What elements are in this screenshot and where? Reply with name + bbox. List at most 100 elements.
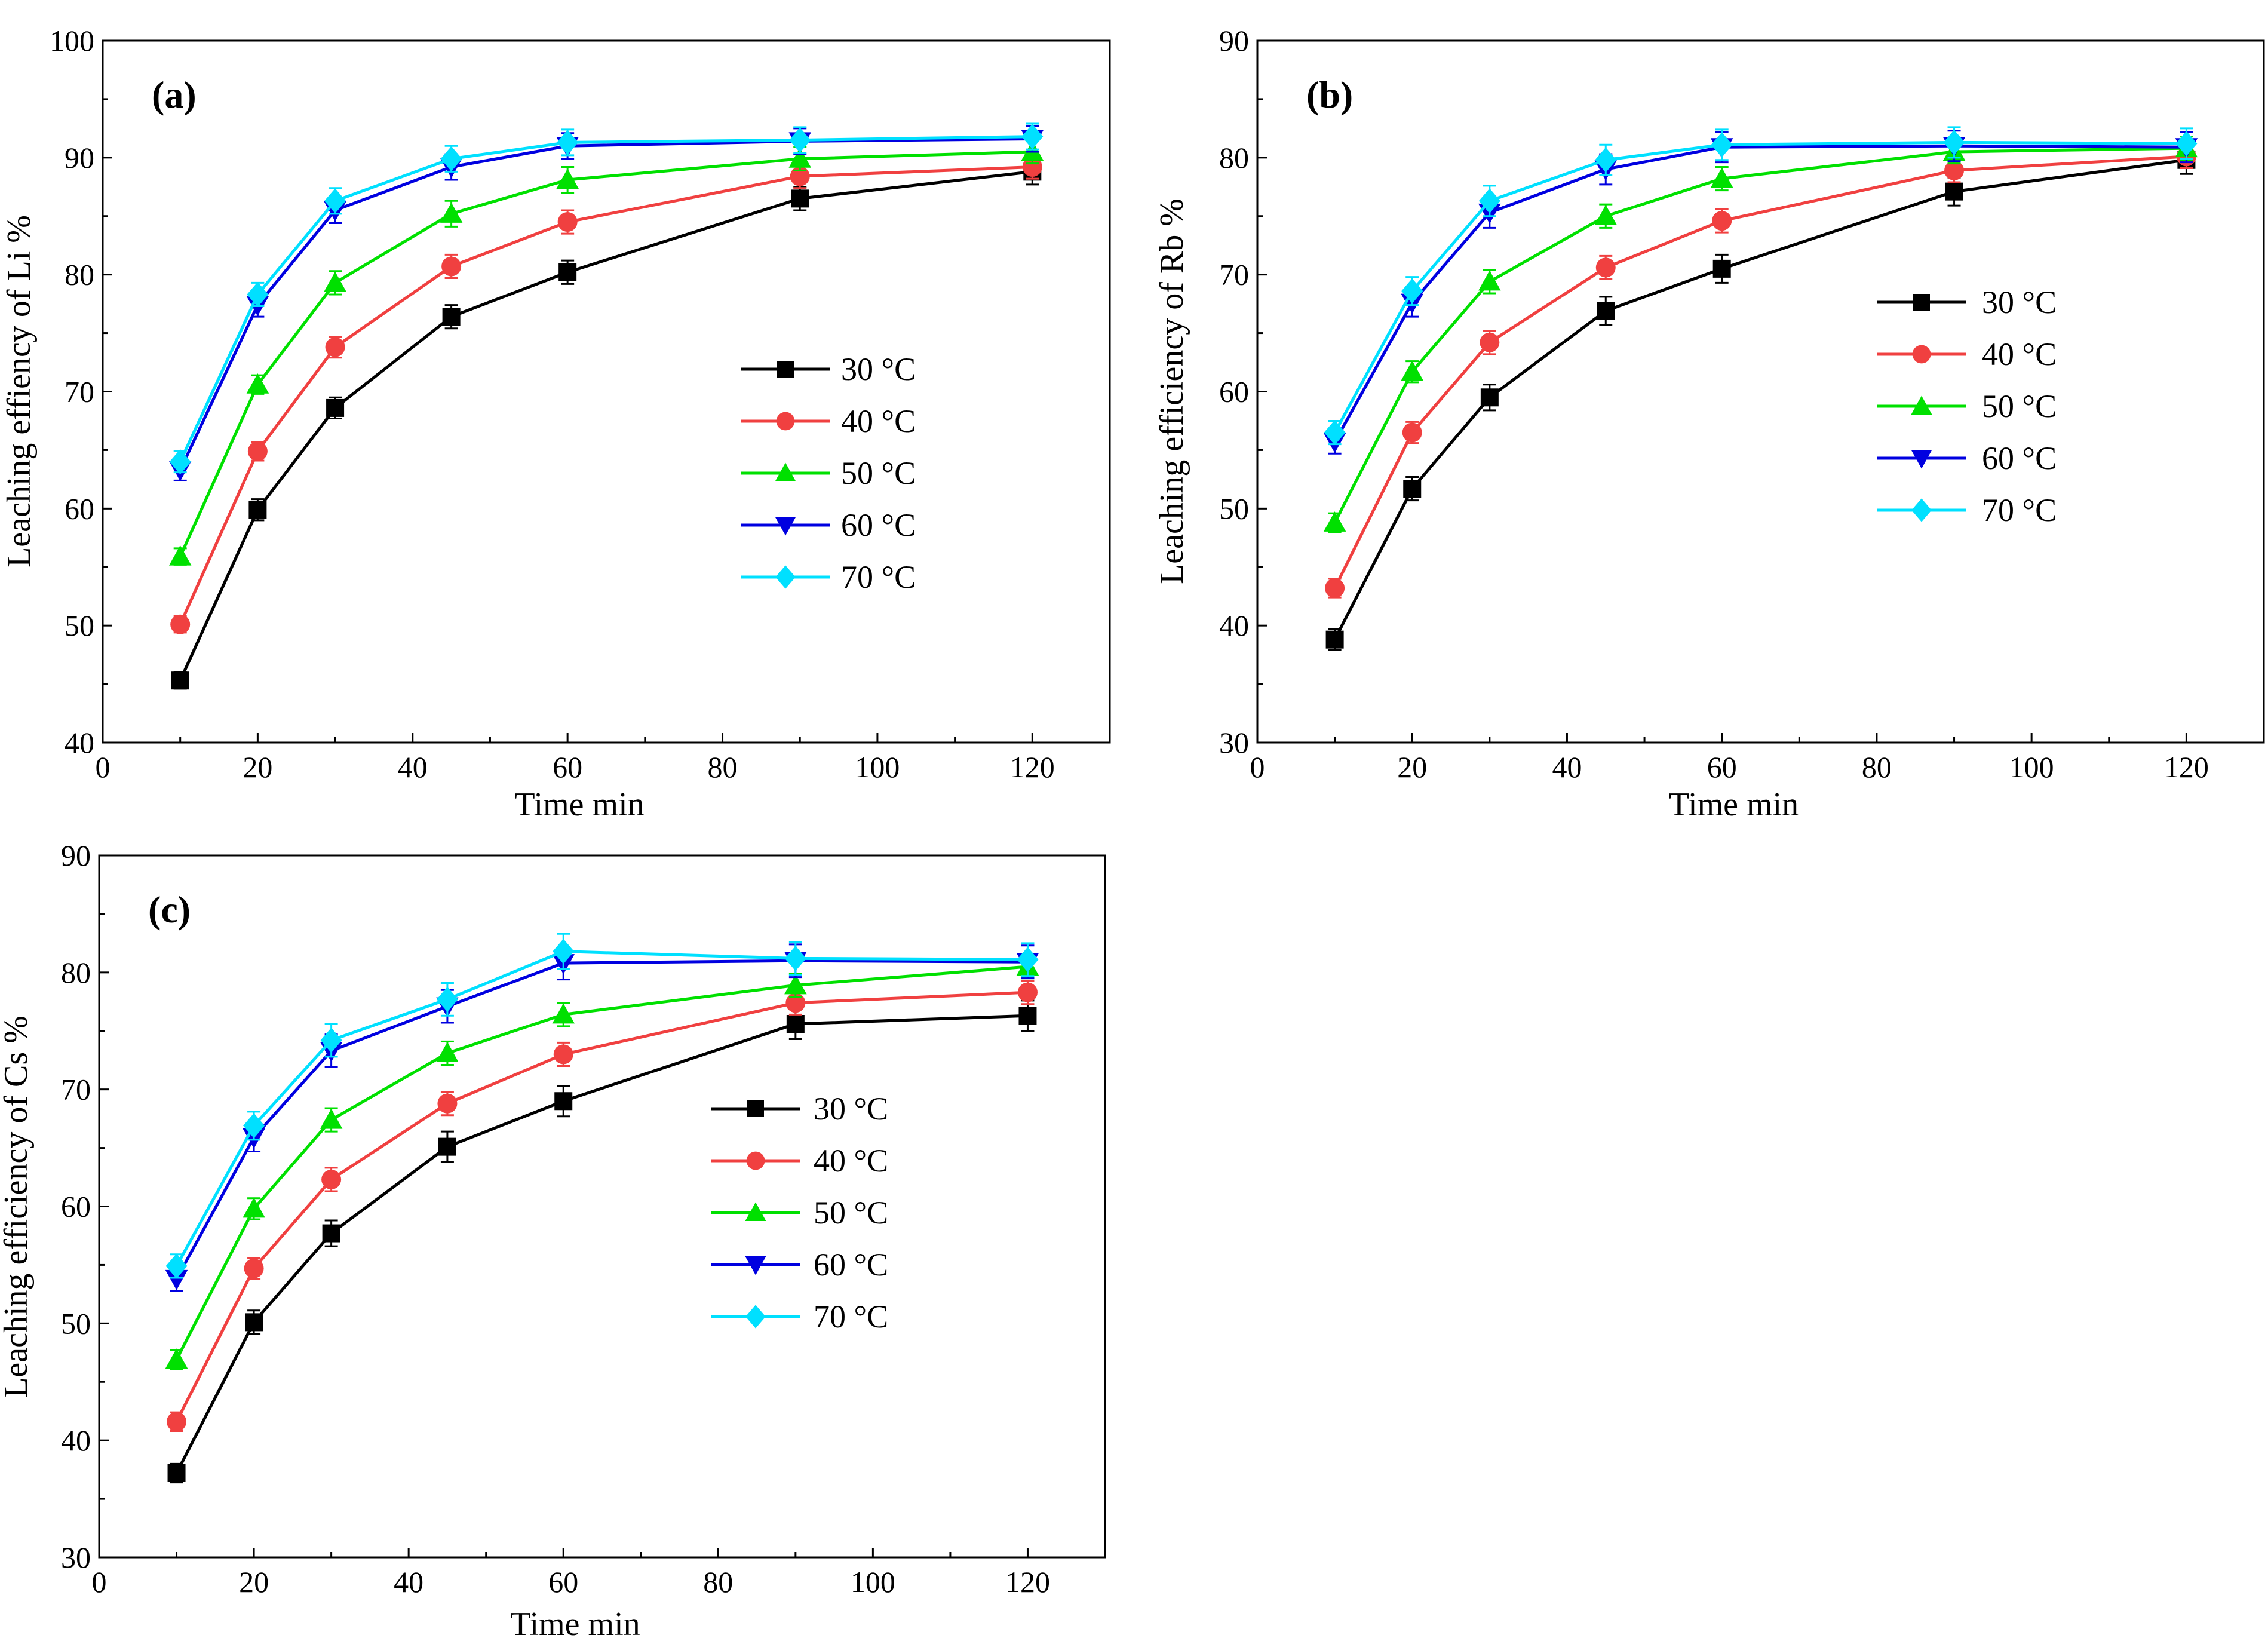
legend-label: 70 °C <box>1982 492 2057 528</box>
legend-marker <box>746 1151 765 1170</box>
data-point <box>169 449 191 474</box>
data-point <box>1712 259 1731 278</box>
data-point <box>440 146 462 171</box>
data-point <box>247 441 268 461</box>
y-axis-label: Leaching efficiency of Cs % <box>0 1016 35 1398</box>
y-tick-label: 90 <box>65 141 94 174</box>
data-point <box>170 614 191 634</box>
data-point <box>784 946 806 971</box>
data-point <box>324 271 346 292</box>
x-tick-label: 120 <box>1005 1565 1050 1599</box>
data-point <box>246 373 269 394</box>
legend-marker <box>1911 395 1932 415</box>
legend-marker <box>747 1100 764 1117</box>
series-group <box>1324 126 2198 446</box>
x-tick-label: 60 <box>553 750 582 784</box>
data-point <box>165 1253 188 1279</box>
data-point <box>552 1003 575 1024</box>
data-point <box>1018 1007 1037 1025</box>
y-tick-label: 80 <box>61 956 91 989</box>
legend-marker <box>745 1256 766 1275</box>
data-point <box>790 166 810 186</box>
data-point <box>440 203 463 223</box>
data-point <box>1943 130 1965 155</box>
y-axis-label: Leaching effiency of Li % <box>1 215 38 568</box>
data-point <box>322 1224 340 1243</box>
data-point <box>1017 947 1039 973</box>
x-tick-label: 20 <box>239 1565 269 1599</box>
data-point <box>557 130 579 155</box>
data-point <box>1594 205 1618 225</box>
data-point <box>1403 480 1422 498</box>
data-point <box>1401 360 1423 381</box>
y-tick-label: 60 <box>61 1190 91 1223</box>
x-tick-label: 40 <box>398 750 428 784</box>
x-tick-label: 80 <box>708 750 738 784</box>
legend-marker <box>1911 498 1932 522</box>
series-group <box>165 953 1039 1370</box>
legend-label: 30 °C <box>814 1091 888 1127</box>
legend-label: 30 °C <box>1982 284 2057 320</box>
data-point <box>167 1412 187 1432</box>
panel-label: (c) <box>148 888 191 931</box>
y-tick-label: 50 <box>1219 492 1249 525</box>
x-axis-label: Time min <box>510 1606 640 1643</box>
data-point <box>243 1113 265 1139</box>
y-tick-label: 60 <box>1219 375 1249 409</box>
data-point <box>558 263 577 281</box>
y-tick-label: 50 <box>65 609 94 642</box>
data-point <box>553 1044 573 1065</box>
legend-marker <box>1911 450 1932 469</box>
y-tick-label: 80 <box>65 258 94 292</box>
legend-label: 50 °C <box>841 455 916 491</box>
data-point <box>441 256 462 277</box>
y-tick-label: 40 <box>61 1424 91 1457</box>
x-tick-label: 100 <box>855 750 900 784</box>
data-point <box>556 168 579 189</box>
data-point <box>437 1093 458 1114</box>
data-point <box>244 1258 264 1278</box>
data-point <box>247 281 269 307</box>
chart-panel-a: 0 20 40 60 80 100 120 40 50 60 70 80 90 100 Time min Le… <box>1 24 1111 823</box>
y-tick-label: 30 <box>1219 726 1249 759</box>
data-point <box>1478 270 1501 291</box>
series-group <box>167 980 1038 1432</box>
data-point <box>1478 188 1500 214</box>
data-point <box>167 1464 186 1482</box>
x-tick-label: 60 <box>548 1565 578 1599</box>
legend-marker <box>776 412 795 431</box>
legend-label: 60 °C <box>814 1247 888 1283</box>
data-point <box>1480 332 1500 352</box>
series-group <box>170 154 1042 634</box>
data-point <box>168 545 192 566</box>
data-point <box>1017 982 1038 1002</box>
data-point <box>442 308 461 326</box>
legend-label: 60 °C <box>1982 440 2057 476</box>
x-tick-label: 40 <box>394 1565 423 1599</box>
legend-marker <box>777 361 794 378</box>
x-tick-label: 80 <box>1862 750 1892 784</box>
x-tick-label: 0 <box>96 750 111 784</box>
x-tick-label: 0 <box>1250 750 1265 784</box>
data-point <box>165 1269 188 1290</box>
y-tick-label: 30 <box>61 1541 91 1574</box>
legend-label: 70 °C <box>814 1299 888 1335</box>
x-tick-label: 20 <box>243 750 272 784</box>
legend-label: 50 °C <box>1982 388 2057 424</box>
chart-panel-c: 0 20 40 60 80 100 120 30 40 50 60 70 80 90 Time min Lea… <box>0 839 1106 1643</box>
legend-marker <box>745 1202 766 1221</box>
data-point <box>321 1169 342 1189</box>
x-axis-label: Time min <box>514 786 644 823</box>
data-point <box>557 212 578 232</box>
data-point <box>2175 131 2198 157</box>
legend: 30 °C 40 °C 50 °C 60 °C 70 °C <box>1877 284 2057 528</box>
panel-label: (a) <box>152 73 197 116</box>
y-tick-label: 90 <box>1219 24 1249 57</box>
y-tick-label: 80 <box>1219 141 1249 174</box>
data-point <box>1597 302 1615 320</box>
y-tick-label: 70 <box>65 375 94 409</box>
panel-label: (b) <box>1306 73 1353 116</box>
x-tick-label: 20 <box>1397 750 1427 784</box>
